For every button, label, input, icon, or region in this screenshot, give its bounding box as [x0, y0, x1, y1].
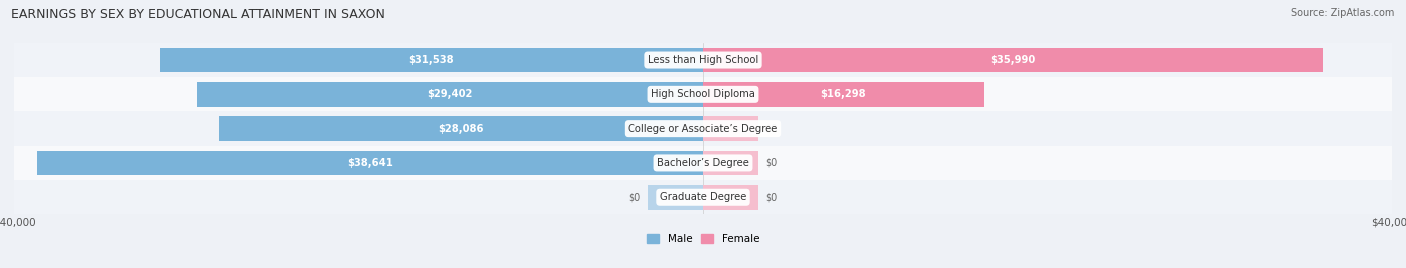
Text: High School Diploma: High School Diploma — [651, 89, 755, 99]
Text: $35,990: $35,990 — [990, 55, 1036, 65]
Text: $16,298: $16,298 — [821, 89, 866, 99]
Bar — [14, 146, 1392, 180]
Text: $31,538: $31,538 — [409, 55, 454, 65]
Text: EARNINGS BY SEX BY EDUCATIONAL ATTAINMENT IN SAXON: EARNINGS BY SEX BY EDUCATIONAL ATTAINMEN… — [11, 8, 385, 21]
Text: Bachelor’s Degree: Bachelor’s Degree — [657, 158, 749, 168]
Bar — [14, 43, 1392, 77]
Text: Graduate Degree: Graduate Degree — [659, 192, 747, 202]
Bar — [14, 77, 1392, 111]
Bar — [703, 116, 758, 141]
Text: Less than High School: Less than High School — [648, 55, 758, 65]
Text: College or Associate’s Degree: College or Associate’s Degree — [628, 124, 778, 134]
Legend: Male, Female: Male, Female — [644, 231, 762, 247]
Bar — [219, 116, 703, 141]
Bar — [38, 151, 703, 175]
Bar — [160, 48, 703, 72]
Bar — [703, 82, 984, 107]
Text: $38,641: $38,641 — [347, 158, 394, 168]
Bar — [648, 185, 703, 210]
Text: Source: ZipAtlas.com: Source: ZipAtlas.com — [1291, 8, 1395, 18]
Text: $0: $0 — [765, 192, 778, 202]
Text: $29,402: $29,402 — [427, 89, 472, 99]
Bar — [703, 151, 758, 175]
Bar — [197, 82, 703, 107]
Text: $0: $0 — [765, 158, 778, 168]
Bar — [703, 48, 1323, 72]
Bar — [14, 180, 1392, 214]
Bar — [14, 111, 1392, 146]
Text: $0: $0 — [765, 124, 778, 134]
Text: $0: $0 — [628, 192, 641, 202]
Text: $28,086: $28,086 — [439, 124, 484, 134]
Bar — [703, 185, 758, 210]
